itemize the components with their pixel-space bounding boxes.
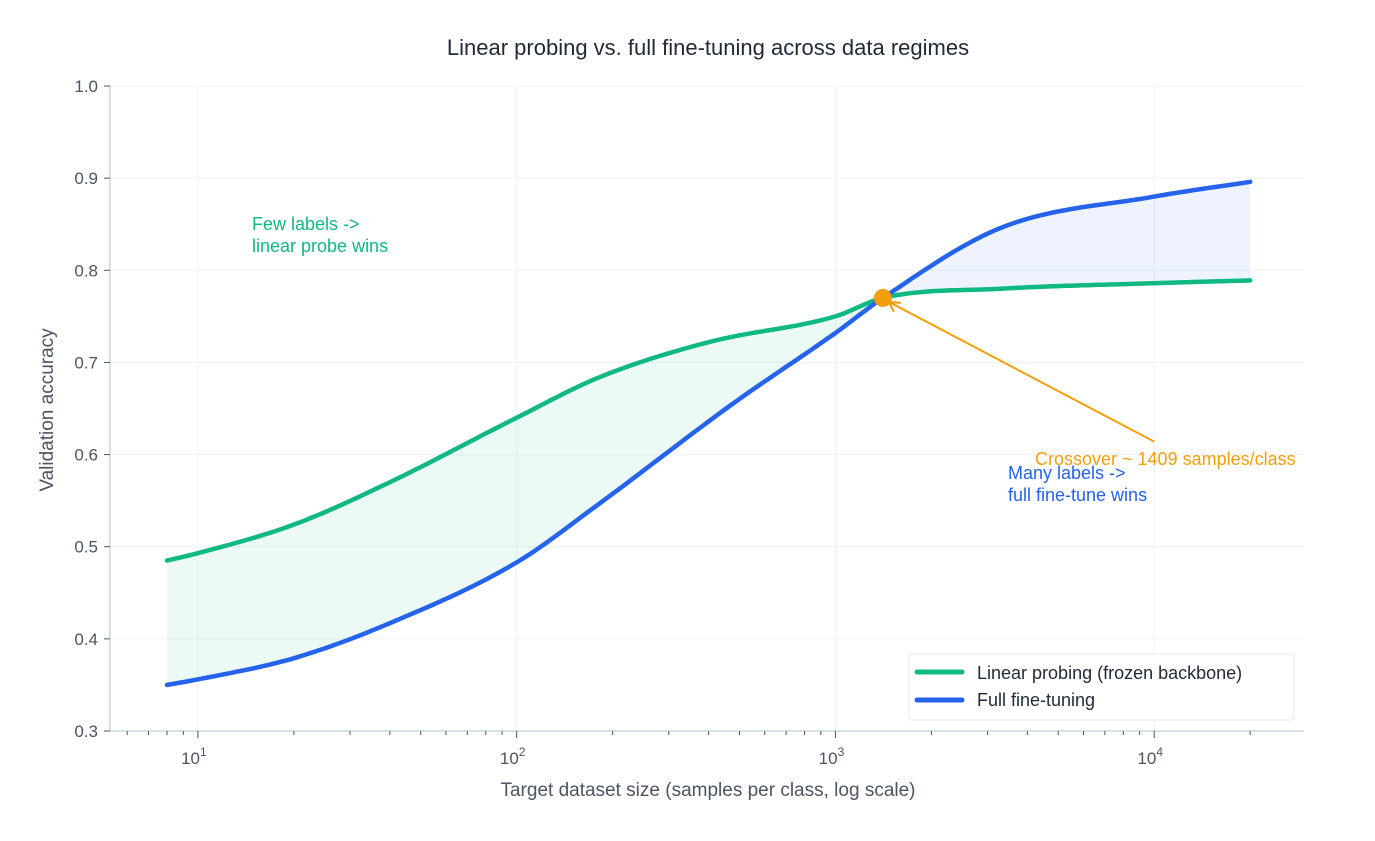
fill-finetune-wins	[882, 181, 1251, 298]
y-tick-label: 0.4	[74, 630, 98, 649]
area-fills	[167, 181, 1251, 685]
x-tick-label: 104	[1137, 745, 1163, 768]
chart-title: Linear probing vs. full fine-tuning acro…	[447, 35, 969, 60]
many-labels-annotation: Many labels ->	[1008, 463, 1126, 483]
x-tick-label: 102	[500, 745, 526, 768]
series-lines	[164, 179, 1253, 688]
y-tick-label: 0.7	[74, 353, 98, 372]
y-axis-label: Validation accuracy	[37, 328, 58, 492]
x-tick-label: 101	[181, 745, 207, 768]
line-full-finetuning	[164, 179, 1253, 688]
crossover-label: Crossover ~ 1409 samples/class	[1035, 449, 1296, 469]
legend: Linear probing (frozen backbone) Full fi…	[908, 653, 1295, 721]
line-linear-probing	[164, 278, 1253, 563]
y-tick-label: 0.5	[74, 538, 98, 557]
y-tick-label: 0.9	[74, 169, 98, 188]
crossover-marker	[873, 288, 892, 307]
annotations: Crossover ~ 1409 samples/class Few labels…	[252, 214, 1296, 505]
legend-label-finetune: Full fine-tuning	[977, 690, 1095, 710]
x-tick-label: 103	[819, 745, 845, 768]
y-tick-label: 0.3	[74, 722, 98, 741]
legend-box	[908, 653, 1295, 721]
few-labels-annotation: Few labels ->	[252, 214, 360, 234]
legend-label-linear: Linear probing (frozen backbone)	[977, 663, 1242, 683]
x-axis-label: Target dataset size (samples per class, …	[500, 780, 915, 801]
y-tick-label: 0.6	[74, 446, 98, 465]
few-labels-annotation: linear probe wins	[252, 236, 388, 256]
crossover-arrow	[888, 301, 1155, 443]
fill-linear-wins	[167, 297, 883, 685]
many-labels-annotation: full fine-tune wins	[1008, 485, 1147, 505]
y-tick-label: 1.0	[74, 77, 98, 96]
y-tick-label: 0.8	[74, 261, 98, 280]
axes: 0.3 0.4 0.5 0.6 0.7 0.8 0.9 1.0 101 102 103 104	[74, 77, 1304, 768]
